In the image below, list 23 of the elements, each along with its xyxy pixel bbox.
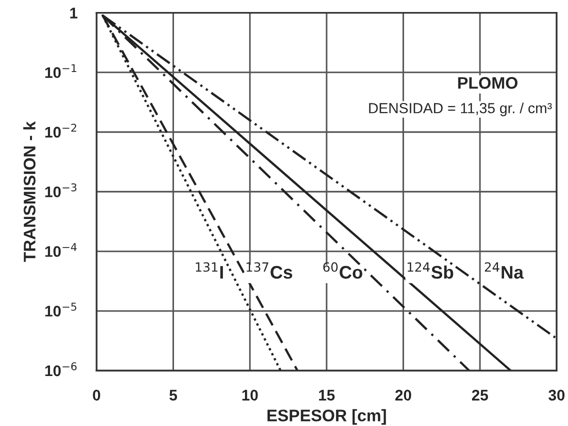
y-tick-label: 1 <box>70 8 78 18</box>
annotation: $^{131}$I <box>196 262 223 279</box>
annotation: $^{24}$Na <box>484 262 524 279</box>
x-tick-label: 25 <box>472 390 488 401</box>
x-tick-label: 5 <box>169 390 178 401</box>
y-axis-title: TRANSMISION - k <box>23 121 36 262</box>
y-tick-label: 10$^{−5}$ <box>45 302 76 317</box>
annotation: $^{60}$Co <box>323 262 362 279</box>
x-tick-label: 15 <box>319 390 335 401</box>
x-tick-label: 10 <box>242 390 258 401</box>
y-tick-label: 10$^{−1}$ <box>45 64 76 78</box>
x-tick-label: 30 <box>548 390 565 401</box>
x-axis-title: ESPESOR [cm] <box>268 409 386 425</box>
y-tick-label: 10$^{−4}$ <box>45 243 77 257</box>
y-tick-label: 10$^{−3}$ <box>45 183 76 198</box>
annotation: PLOMO <box>458 77 518 89</box>
x-tick-label: 0 <box>92 390 100 401</box>
annotation: $^{124}$Sb <box>408 262 454 279</box>
annotation: $^{137}$Cs <box>246 262 292 279</box>
y-tick-label: 10$^{−6}$ <box>45 362 77 376</box>
x-tick-label: 20 <box>395 390 412 401</box>
y-tick-label: 10$^{−2}$ <box>45 124 76 138</box>
annotation: DENSIDAD = 11,35 gr. / cm³ <box>369 102 552 116</box>
